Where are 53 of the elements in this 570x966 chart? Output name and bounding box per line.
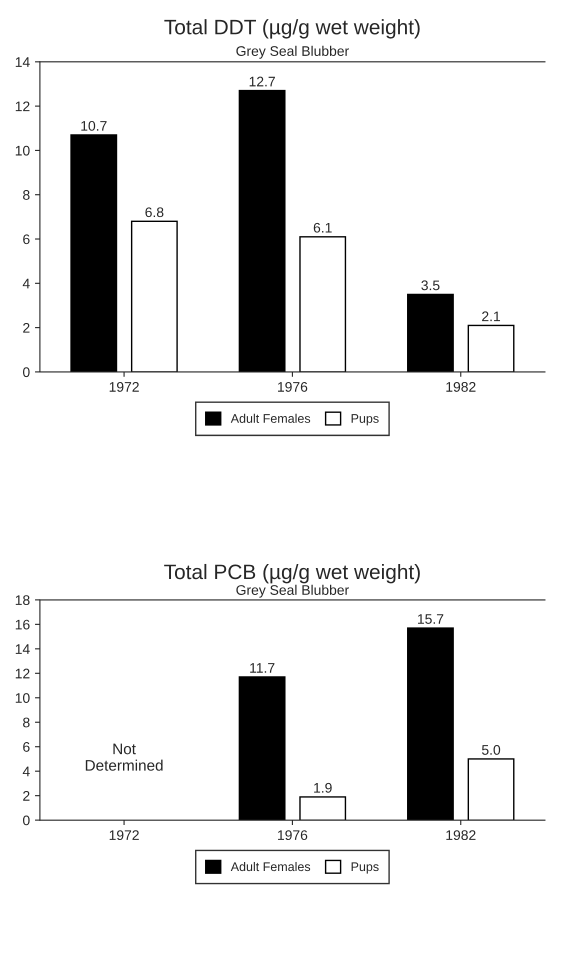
x-tick-label: 1982 xyxy=(446,382,476,392)
data-label: 15.7 xyxy=(418,614,444,624)
bar xyxy=(407,294,454,372)
y-tick-label: 2 xyxy=(23,322,30,333)
y-tick-label: 2 xyxy=(23,790,30,801)
chart-title: Total DDT (µg/g wet weight) xyxy=(164,19,420,39)
x-tick-label: 1972 xyxy=(110,830,139,840)
data-label: 2.1 xyxy=(482,311,500,322)
bar xyxy=(238,90,286,372)
bar xyxy=(468,324,514,372)
bar xyxy=(70,134,118,372)
y-tick-label: 18 xyxy=(16,595,30,606)
bar xyxy=(468,758,514,820)
data-label: 6.8 xyxy=(145,207,164,218)
chart-subtitle: Grey Seal Blubber xyxy=(236,46,349,59)
bar xyxy=(407,627,454,820)
y-tick-label: 10 xyxy=(16,146,30,156)
data-label: 10.7 xyxy=(81,120,107,131)
x-tick-label: 1976 xyxy=(278,830,308,840)
legend-label: Adult Females xyxy=(230,414,310,423)
x-tick-label: 1976 xyxy=(278,382,308,392)
legend-label: Adult Females xyxy=(230,862,310,872)
y-tick-label: 8 xyxy=(23,190,30,200)
data-label: 12.7 xyxy=(250,76,275,86)
data-label: 11.7 xyxy=(250,663,274,673)
legend-label: Pups xyxy=(352,414,379,426)
chart-subtitle: Grey Seal Blubber xyxy=(236,584,349,598)
bar xyxy=(130,220,178,372)
y-tick-label: 8 xyxy=(23,718,30,728)
y-tick-label: 10 xyxy=(16,693,30,703)
y-tick-label: 14 xyxy=(16,644,30,654)
y-tick-label: 0 xyxy=(22,815,30,826)
y-tick-label: 6 xyxy=(23,234,30,244)
bar xyxy=(299,796,346,820)
annotation: Not Determined xyxy=(86,744,163,771)
x-tick-label: 1982 xyxy=(446,830,476,840)
x-tick-label: 1972 xyxy=(110,382,139,392)
y-tick-label: 12 xyxy=(16,668,30,678)
y-tick-label: 0 xyxy=(22,367,30,378)
y-tick-label: 16 xyxy=(16,620,30,630)
data-label: 6.1 xyxy=(314,222,332,233)
legend-label: Pups xyxy=(352,862,379,874)
y-tick-label: 4 xyxy=(22,278,30,288)
data-label: 1.9 xyxy=(314,782,332,793)
bar xyxy=(299,236,346,372)
y-tick-label: 6 xyxy=(23,742,30,752)
data-label: 3.5 xyxy=(421,280,440,290)
data-label: 5.0 xyxy=(482,744,500,755)
chart-title: Total PCB (µg/g wet weight) xyxy=(164,564,420,584)
bar xyxy=(238,676,286,820)
y-tick-label: 12 xyxy=(16,101,30,112)
y-tick-label: 14 xyxy=(16,57,30,67)
y-tick-label: 4 xyxy=(22,766,30,776)
